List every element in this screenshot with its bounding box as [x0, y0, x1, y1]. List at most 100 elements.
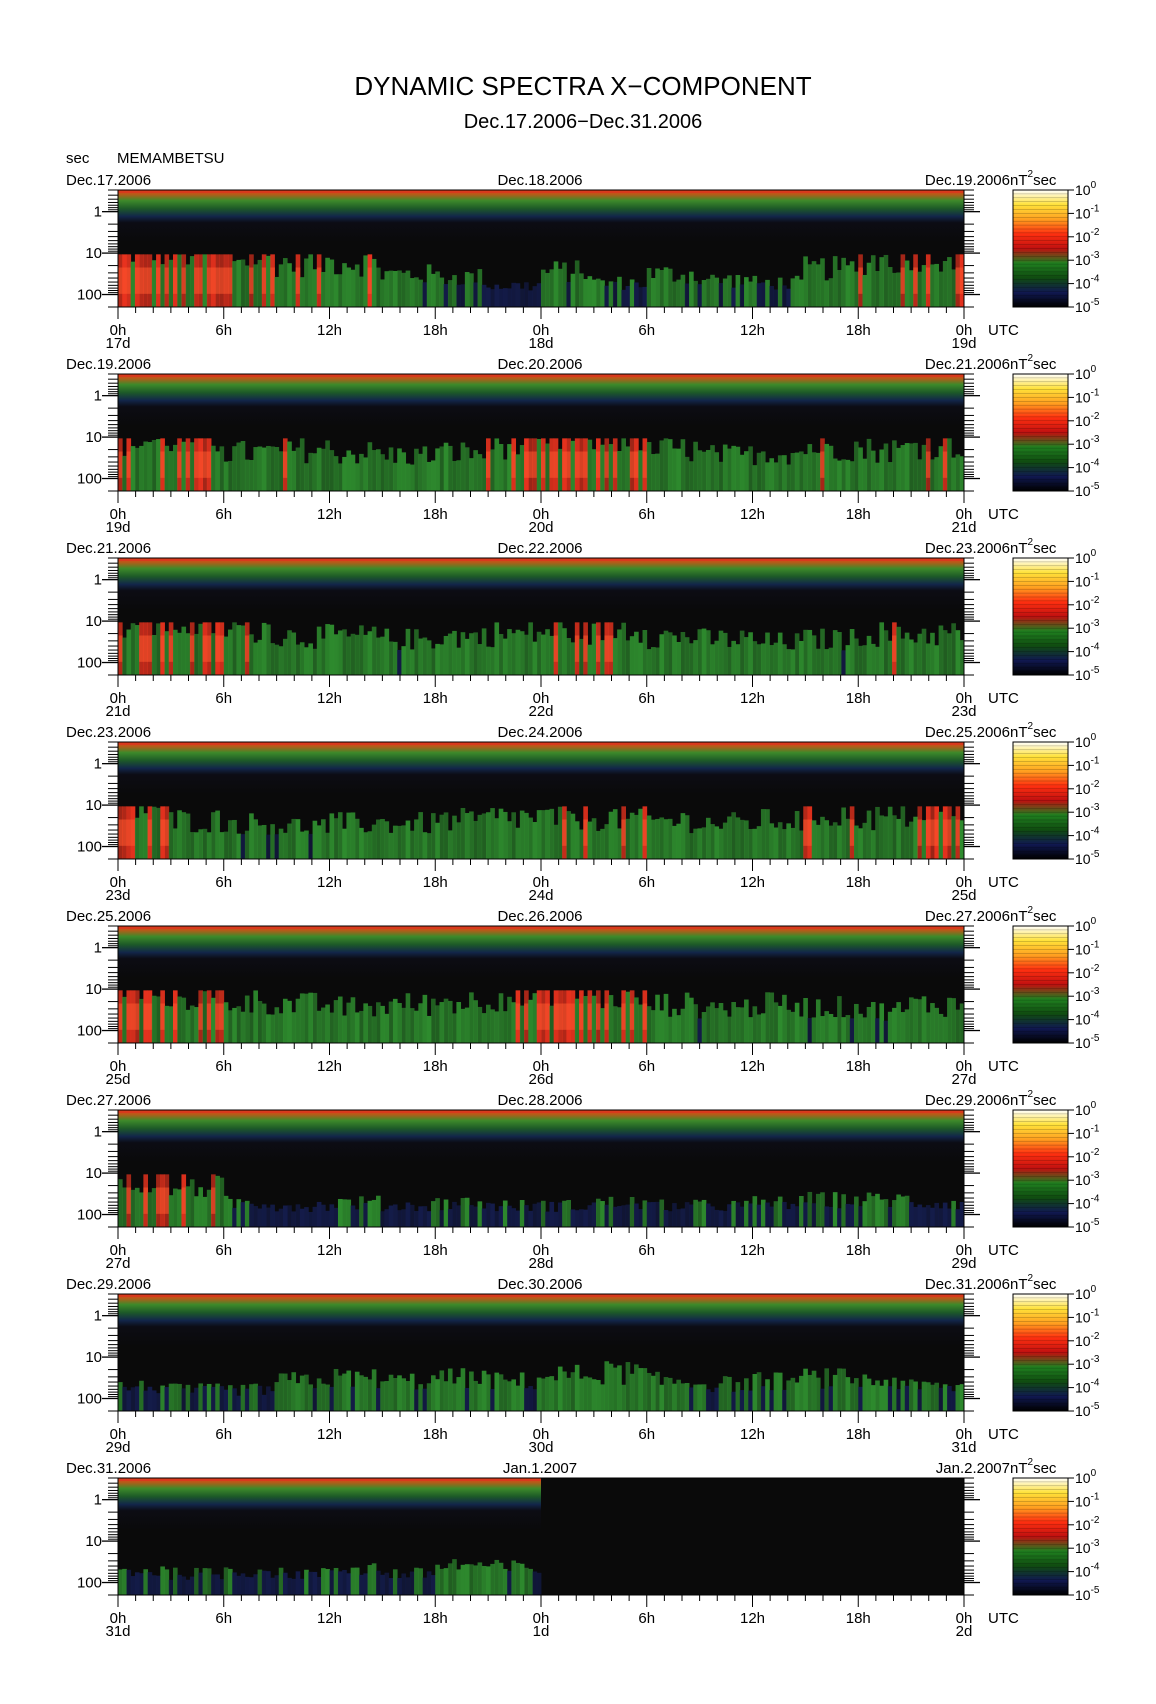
activity-column — [202, 1386, 208, 1411]
x-tick-label: 0h — [956, 874, 973, 891]
panel-end-date: Dec.29.2006 — [925, 1092, 1010, 1109]
activity-column — [524, 1567, 529, 1595]
activity-column — [257, 1208, 263, 1227]
activity-column — [904, 1195, 910, 1227]
activity-core — [570, 1003, 576, 1030]
activity-column — [194, 832, 199, 859]
x-tick-label: 12h — [740, 322, 765, 339]
activity-column — [405, 1202, 411, 1227]
activity-column — [625, 1204, 631, 1227]
activity-column — [841, 1368, 846, 1411]
activity-column — [710, 1206, 715, 1227]
activity-column — [536, 1572, 542, 1595]
activity-column — [870, 1385, 876, 1411]
activity-column — [638, 808, 643, 859]
activity-column — [447, 1209, 453, 1227]
activity-column — [460, 1564, 466, 1595]
x-tick-label: 0h — [110, 1610, 127, 1627]
activity-column — [257, 446, 263, 491]
activity-column — [219, 1579, 225, 1595]
activity-column — [849, 1383, 855, 1411]
spectral-top-line — [118, 1294, 964, 1297]
activity-column — [900, 806, 906, 859]
x-tick-label: 18h — [846, 1610, 871, 1627]
activity-column — [731, 812, 736, 859]
activity-column — [866, 438, 872, 491]
activity-column — [955, 630, 961, 675]
activity-column — [329, 450, 335, 491]
activity-column — [773, 1372, 779, 1411]
activity-column — [481, 458, 487, 491]
activity-column — [579, 1209, 584, 1227]
activity-column — [502, 1011, 508, 1043]
activity-core — [515, 1003, 521, 1030]
activity-column — [566, 1199, 572, 1227]
activity-column — [304, 1569, 309, 1595]
x-tick-label: 6h — [215, 1058, 232, 1075]
activity-column — [392, 1377, 398, 1411]
activity-column — [359, 1010, 364, 1043]
activity-column — [452, 1013, 457, 1043]
activity-column — [431, 1201, 436, 1227]
activity-column — [456, 460, 462, 491]
x-tick-label: 12h — [740, 1058, 765, 1075]
activity-column — [680, 1208, 686, 1227]
activity-column — [321, 819, 326, 859]
panel-end-date: Dec.27.2006 — [925, 908, 1010, 925]
activity-column — [308, 452, 313, 491]
activity-column — [524, 1388, 529, 1411]
colorbar-tick-label: 10-1 — [1075, 1491, 1100, 1509]
activity-column — [435, 643, 440, 675]
x-tick-label: 6h — [215, 874, 232, 891]
activity-column — [646, 649, 652, 675]
activity-column — [291, 818, 297, 859]
colorbar-tick-label: 10-5 — [1075, 665, 1100, 683]
activity-column — [367, 1005, 373, 1043]
activity-column — [299, 1208, 305, 1227]
activity-column — [638, 287, 643, 307]
activity-column — [672, 1203, 677, 1227]
activity-column — [181, 1576, 187, 1595]
panel-mid-date: Dec.30.2006 — [497, 1276, 582, 1293]
activity-column — [705, 1006, 711, 1043]
activity-column — [909, 997, 914, 1043]
activity-column — [655, 268, 660, 307]
activity-core — [126, 1003, 132, 1030]
activity-column — [883, 816, 889, 859]
activity-column — [879, 257, 885, 307]
activity-column — [786, 1009, 791, 1043]
activity-column — [832, 1374, 838, 1411]
panel-mid-date: Dec.18.2006 — [497, 172, 582, 189]
activity-column — [689, 643, 694, 675]
activity-column — [900, 1380, 906, 1411]
activity-column — [443, 1568, 449, 1595]
day-label: 31d — [105, 1623, 130, 1640]
activity-column — [122, 996, 127, 1043]
activity-core — [524, 1003, 529, 1030]
activity-column — [359, 453, 364, 491]
activity-core — [532, 451, 538, 478]
activity-column — [181, 997, 187, 1043]
activity-column — [185, 1384, 191, 1411]
activity-column — [854, 1196, 859, 1227]
activity-column — [287, 1577, 292, 1595]
activity-column — [752, 641, 758, 675]
activity-column — [473, 282, 478, 307]
activity-core — [206, 635, 212, 662]
activity-column — [342, 263, 347, 307]
activity-core — [849, 819, 855, 846]
activity-column — [299, 831, 305, 859]
activity-column — [909, 443, 914, 491]
activity-column — [790, 827, 796, 859]
activity-column — [308, 992, 313, 1043]
activity-column — [164, 1569, 170, 1595]
activity-column — [934, 1382, 940, 1411]
activity-column — [206, 1189, 212, 1227]
activity-column — [329, 1012, 335, 1043]
activity-column — [202, 254, 208, 307]
activity-core — [198, 267, 203, 294]
activity-column — [756, 283, 762, 307]
x-tick-label: 6h — [638, 506, 655, 523]
activity-column — [870, 450, 876, 491]
activity-column — [824, 280, 830, 307]
